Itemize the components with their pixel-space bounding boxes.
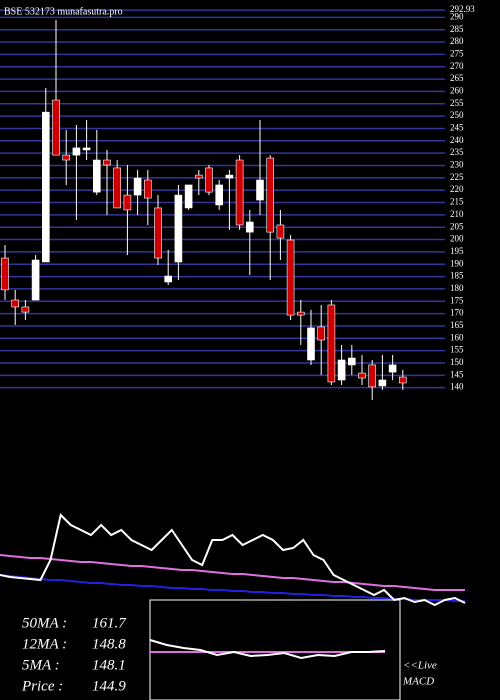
candle-body <box>368 364 377 388</box>
y-tick-label: 200 <box>450 234 464 244</box>
candle-body <box>317 326 326 341</box>
candle-body <box>1 257 9 291</box>
candle-body <box>41 111 50 263</box>
y-tick-label: 255 <box>450 98 464 108</box>
candle-body <box>276 224 285 239</box>
candle-body <box>215 184 223 206</box>
candle-body <box>21 306 30 313</box>
y-tick-label: 195 <box>450 246 464 256</box>
candle-body <box>388 364 397 373</box>
candle-body <box>103 159 111 166</box>
y-tick-label: 155 <box>450 345 464 355</box>
y-tick-label: 210 <box>450 209 464 219</box>
y-tick-label: 185 <box>450 271 464 281</box>
y-tick-label: 170 <box>450 308 464 318</box>
y-tick-label: 150 <box>450 357 464 367</box>
candle-body <box>144 179 152 199</box>
candle-body <box>398 376 407 384</box>
y-tick-label: 215 <box>450 197 464 207</box>
candle-body <box>246 221 254 233</box>
candle-body <box>113 167 121 209</box>
y-tick-label: 225 <box>450 172 464 182</box>
candle-body <box>82 147 91 151</box>
stat-label: 50MA : <box>22 615 67 631</box>
candle-body <box>93 159 101 193</box>
header: BSE 532173 munafasutra.pro <box>4 6 123 17</box>
y-tick-label: 180 <box>450 283 464 293</box>
candle-body <box>174 194 183 263</box>
y-tick-label: 230 <box>450 160 464 170</box>
y-tick-label: 275 <box>450 48 464 58</box>
candle-body <box>286 239 295 316</box>
candle-body <box>266 157 275 233</box>
series-line <box>0 554 465 591</box>
candle-body <box>235 159 244 226</box>
candle-body <box>164 275 172 283</box>
candle-body <box>327 304 336 383</box>
stat-label: 5MA : <box>22 657 60 673</box>
candle-body <box>133 177 142 196</box>
series-line <box>0 513 466 607</box>
y-tick-label: 265 <box>450 73 464 83</box>
y-tick-label: 190 <box>450 258 464 268</box>
y-tick-label: 220 <box>450 184 464 194</box>
candle-body <box>52 99 60 156</box>
candle-body <box>337 359 346 381</box>
y-tick-label: 235 <box>450 147 464 157</box>
y-tick-label: 285 <box>450 24 464 34</box>
stat-label: 12MA : <box>22 636 67 652</box>
live-link[interactable]: <<Live <box>403 660 437 672</box>
candle-body <box>256 179 264 201</box>
macd-box <box>149 599 401 700</box>
y-tick-label: 140 <box>450 382 464 392</box>
y-tick-label: 250 <box>450 110 464 120</box>
series-line <box>149 639 386 660</box>
stat-label: Price : <box>21 678 63 694</box>
y-tick-label: 240 <box>450 135 464 145</box>
y-tick-label: 260 <box>450 85 464 95</box>
candle-body <box>123 194 132 211</box>
candle-body <box>11 299 19 308</box>
y-tick-label: 205 <box>450 221 464 231</box>
candle-body <box>31 259 40 301</box>
y-tick-label: 165 <box>450 320 464 330</box>
y-tick-label: 292.93 <box>450 4 475 14</box>
y-tick-label: 145 <box>450 369 464 379</box>
y-tick-label: 245 <box>450 123 464 133</box>
stat-value: 148.1 <box>92 657 126 673</box>
y-tick-label: 280 <box>450 36 464 46</box>
candle-body <box>347 357 356 366</box>
candle-body <box>378 379 387 387</box>
y-tick-label: 175 <box>450 295 464 305</box>
candle-body <box>154 207 162 259</box>
candle-body <box>307 327 315 361</box>
stat-value: 144.9 <box>92 678 126 694</box>
candle-body <box>72 147 81 156</box>
candle-body <box>195 174 203 179</box>
macd-label: MACD <box>402 676 434 688</box>
series-line <box>0 574 465 602</box>
y-tick-label: 290 <box>450 11 464 21</box>
y-tick-label: 160 <box>450 332 464 342</box>
candle-body <box>296 311 305 316</box>
stat-value: 148.8 <box>92 636 126 652</box>
candle-body <box>225 174 234 179</box>
candle-body <box>62 154 71 161</box>
candle-body <box>205 167 213 193</box>
stat-value: 161.7 <box>92 615 127 631</box>
candle-body <box>358 372 366 379</box>
y-tick-label: 270 <box>450 61 464 71</box>
candle-body <box>184 184 193 209</box>
